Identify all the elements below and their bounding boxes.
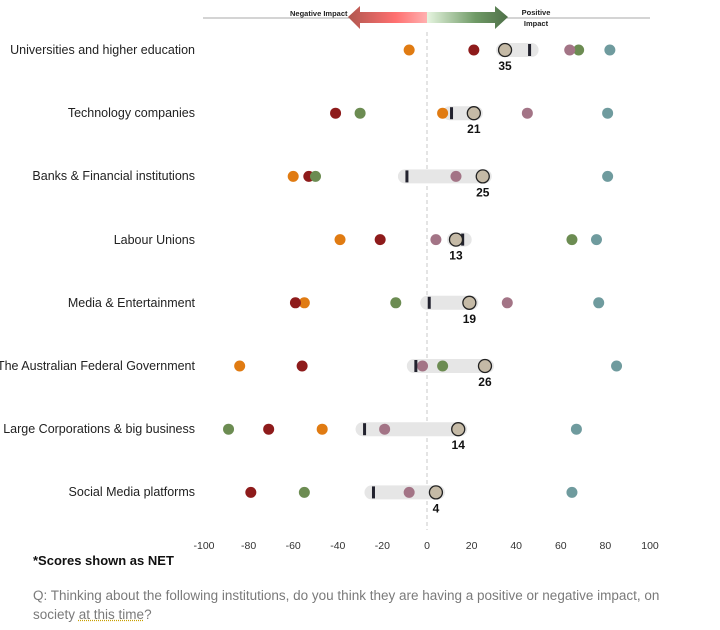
category-label: Media & Entertainment — [67, 295, 195, 310]
series-point — [590, 234, 602, 246]
series-point — [430, 234, 442, 246]
net-score-label: 13 — [449, 249, 463, 263]
net-score-label: 26 — [478, 375, 492, 389]
series-point — [602, 107, 614, 119]
net-score-label: 35 — [498, 59, 512, 73]
series-point — [296, 360, 308, 372]
net-score-point — [477, 358, 493, 374]
comparison-marker — [528, 44, 532, 56]
series-point — [379, 423, 391, 435]
series-point — [403, 486, 415, 498]
negative-arrow-icon — [348, 6, 427, 29]
series-point — [602, 170, 614, 182]
x-tick-label: 20 — [466, 540, 478, 552]
series-point — [334, 234, 346, 246]
series-point — [298, 486, 310, 498]
comparison-marker — [363, 423, 367, 436]
series-point — [564, 44, 576, 56]
series-point — [390, 297, 402, 309]
x-tick-label: 0 — [424, 540, 430, 552]
net-score-point — [428, 485, 444, 500]
series-point — [289, 297, 301, 309]
question-part: Q: Thinking about the following institut… — [33, 588, 660, 622]
series-point — [566, 486, 578, 498]
comparison-marker — [405, 170, 409, 183]
series-point — [450, 170, 462, 182]
net-score-point — [475, 169, 490, 184]
series-point — [593, 297, 605, 309]
series-point — [417, 360, 429, 372]
series-point — [354, 107, 366, 119]
series-point — [611, 360, 623, 372]
category-label: Universities and higher education — [10, 43, 195, 57]
range-bar — [355, 422, 468, 437]
series-point — [403, 44, 415, 56]
range-bar — [397, 169, 492, 184]
negative-impact-label: Negative Impact — [290, 9, 348, 18]
question-part: ? — [144, 607, 152, 622]
net-note: *Scores shown as NET — [33, 553, 174, 568]
category-label: Banks & Financial institutions — [32, 169, 195, 184]
series-point — [501, 297, 513, 309]
comparison-marker — [371, 486, 375, 499]
category-label: Technology companies — [67, 106, 195, 121]
series-point — [468, 44, 480, 56]
series-point — [287, 170, 299, 182]
comparison-marker — [450, 107, 454, 120]
net-score-point — [462, 295, 477, 310]
x-tick-label: 60 — [555, 540, 567, 552]
series-point — [223, 423, 235, 435]
series-point — [573, 44, 585, 56]
x-tick-label: 40 — [510, 540, 522, 552]
net-score-label: 25 — [476, 185, 490, 199]
series-point — [234, 360, 246, 372]
series-point — [604, 44, 616, 56]
series-point — [570, 423, 582, 435]
net-score-point — [448, 232, 464, 247]
series-point — [521, 107, 533, 119]
range-bar — [406, 359, 494, 373]
net-score-label: 4 — [433, 501, 440, 515]
x-tick-label: -40 — [330, 540, 345, 552]
net-score-point — [451, 422, 466, 437]
category-label: The Australian Federal Government — [0, 359, 195, 373]
x-tick-label: -20 — [375, 540, 390, 552]
x-tick-label: -100 — [193, 540, 214, 552]
x-tick-label: 80 — [600, 540, 612, 552]
category-label: Social Media platforms — [68, 485, 195, 500]
x-tick-label: -60 — [286, 540, 301, 552]
positive-impact-label: Positive Impact — [521, 8, 551, 28]
net-score-point — [497, 42, 513, 58]
series-point — [330, 107, 342, 119]
series-point — [310, 170, 321, 182]
net-score-point — [466, 106, 481, 121]
x-tick-label: -80 — [241, 540, 256, 552]
category-label: Large Corporations & big business — [3, 422, 195, 437]
comparison-marker — [414, 360, 418, 372]
series-point — [298, 297, 310, 309]
net-score-label: 19 — [463, 312, 477, 326]
series-point — [374, 234, 386, 246]
series-point — [437, 360, 449, 372]
question-text: Q: Thinking about the following institut… — [33, 586, 693, 624]
net-score-label: 21 — [467, 122, 481, 136]
series-point — [263, 423, 275, 435]
category-label: Labour Unions — [113, 232, 195, 247]
series-point — [566, 234, 578, 246]
series-point — [245, 486, 257, 498]
x-tick-label: 100 — [641, 540, 659, 552]
net-score-label: 14 — [452, 438, 466, 452]
question-part: at this time — [78, 607, 145, 622]
series-point — [316, 423, 328, 435]
series-point — [437, 107, 449, 119]
positive-arrow-icon — [427, 6, 508, 29]
comparison-marker — [427, 296, 431, 309]
